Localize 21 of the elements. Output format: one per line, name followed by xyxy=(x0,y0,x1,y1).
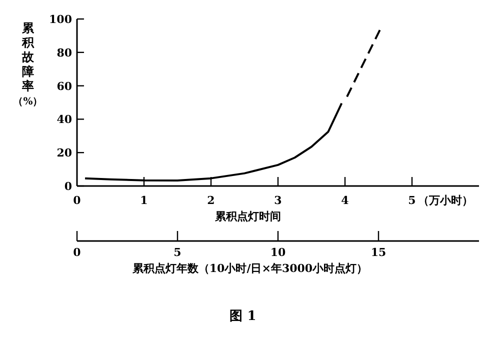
x2-tick-label: 10 xyxy=(270,246,286,259)
y-tick-label: 80 xyxy=(56,46,72,60)
text: （万小时） xyxy=(418,194,473,207)
x-tick-label: 2 xyxy=(207,194,215,207)
y-tick-label: 20 xyxy=(56,146,72,160)
y-tick-label: 60 xyxy=(56,80,72,93)
y-tick-label: 0 xyxy=(64,180,72,193)
x2-tick-label: 5 xyxy=(174,246,182,259)
y-tick-label: 100 xyxy=(49,13,72,26)
x-axis-title: 累积点灯时间 xyxy=(214,210,281,223)
x2-axis-title: 累积点灯年数（10小时/日×年3000小时点灯） xyxy=(131,262,368,275)
x2-tick-label: 0 xyxy=(73,246,82,259)
text: 图 1 xyxy=(230,309,256,324)
y-axis-title: 累积故障率（%） xyxy=(13,21,43,108)
x-tick-label: 5 xyxy=(408,194,416,207)
x-tick-label: 3 xyxy=(274,194,282,207)
x2-tick-label: 15 xyxy=(370,246,386,259)
x-tick-label: 4 xyxy=(341,194,350,207)
x-tick-label: 0 xyxy=(73,194,82,207)
y-tick-label: 40 xyxy=(56,113,72,126)
x-tick-label: 1 xyxy=(140,194,148,207)
